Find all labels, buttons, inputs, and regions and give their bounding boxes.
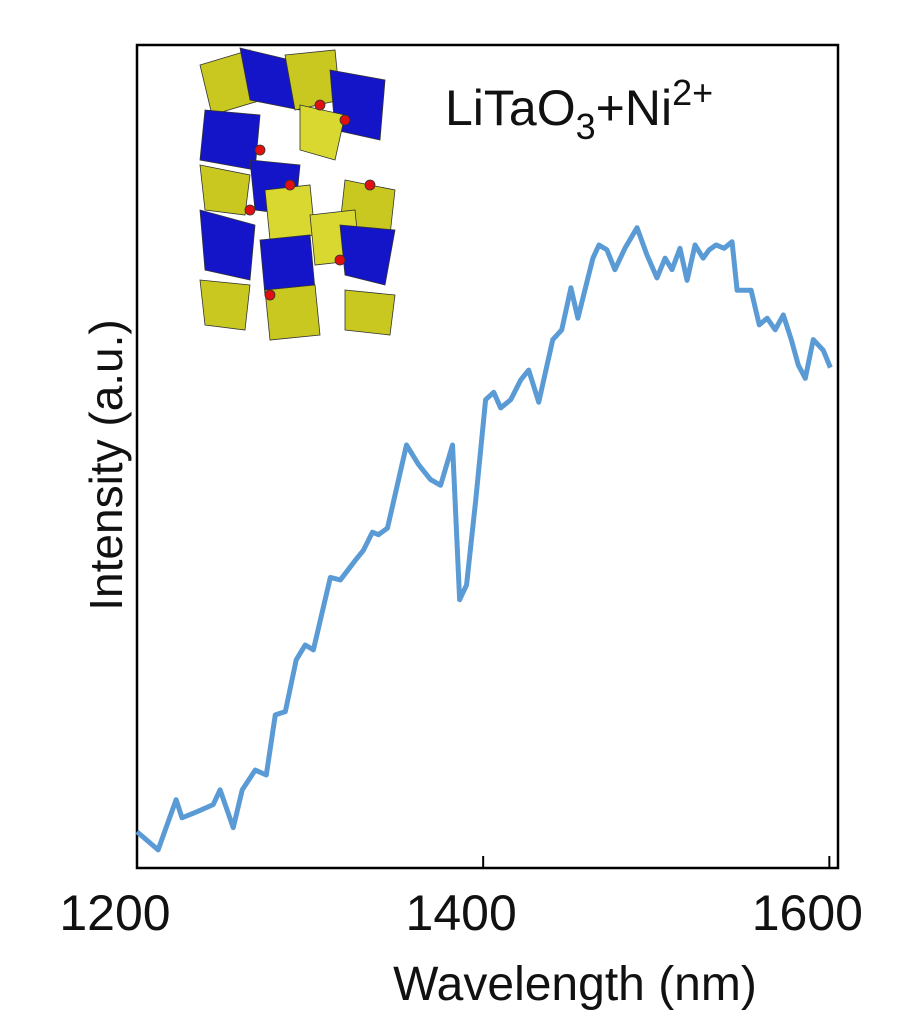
x-tick-label: 1400 — [406, 885, 517, 941]
x-tick-label: 1200 — [59, 885, 170, 941]
crystal-inset — [199, 47, 396, 341]
plot-frame — [135, 43, 840, 870]
annotation-part: +Ni — [596, 80, 672, 136]
annotation-part: 2+ — [672, 72, 713, 113]
annotation-part: LiTaO — [445, 80, 576, 136]
annotation-part: 3 — [576, 106, 596, 147]
x-axis-label: Wavelength (nm) — [393, 958, 757, 1011]
data-line — [135, 225, 833, 853]
annotation: LiTaO3+Ni2+ — [445, 72, 713, 147]
y-axis-label: Intensity (a.u.) — [80, 319, 132, 610]
x-tick-label: 1600 — [752, 885, 863, 941]
